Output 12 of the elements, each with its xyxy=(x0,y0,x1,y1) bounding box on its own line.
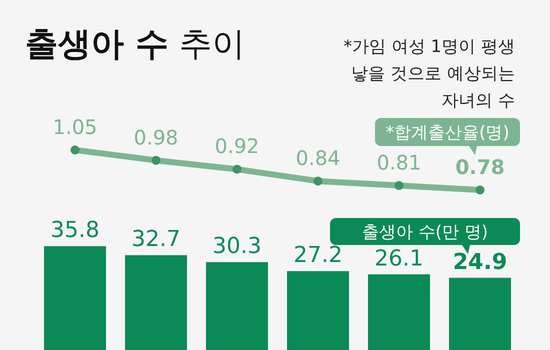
text: *가임 여성 1명이 평생 낳을 것으로 예상되는 자녀의 수 xyxy=(342,36,515,113)
data-label: 0.84 xyxy=(296,146,340,170)
data-label: 0.78 xyxy=(455,154,505,179)
chart-title: 출생아 수 추이 xyxy=(25,23,245,65)
callout: *합계출산율(명) xyxy=(375,118,520,155)
data-label: 1.05 xyxy=(52,115,98,139)
data-label: 35.8 xyxy=(50,218,100,244)
data-label: 0.98 xyxy=(134,125,178,150)
series-label: 출생아 수(만 명) xyxy=(362,222,488,242)
data-label: 0.92 xyxy=(214,134,260,158)
data-label: 32.7 xyxy=(132,227,180,252)
data-label: 30.3 xyxy=(212,234,262,260)
